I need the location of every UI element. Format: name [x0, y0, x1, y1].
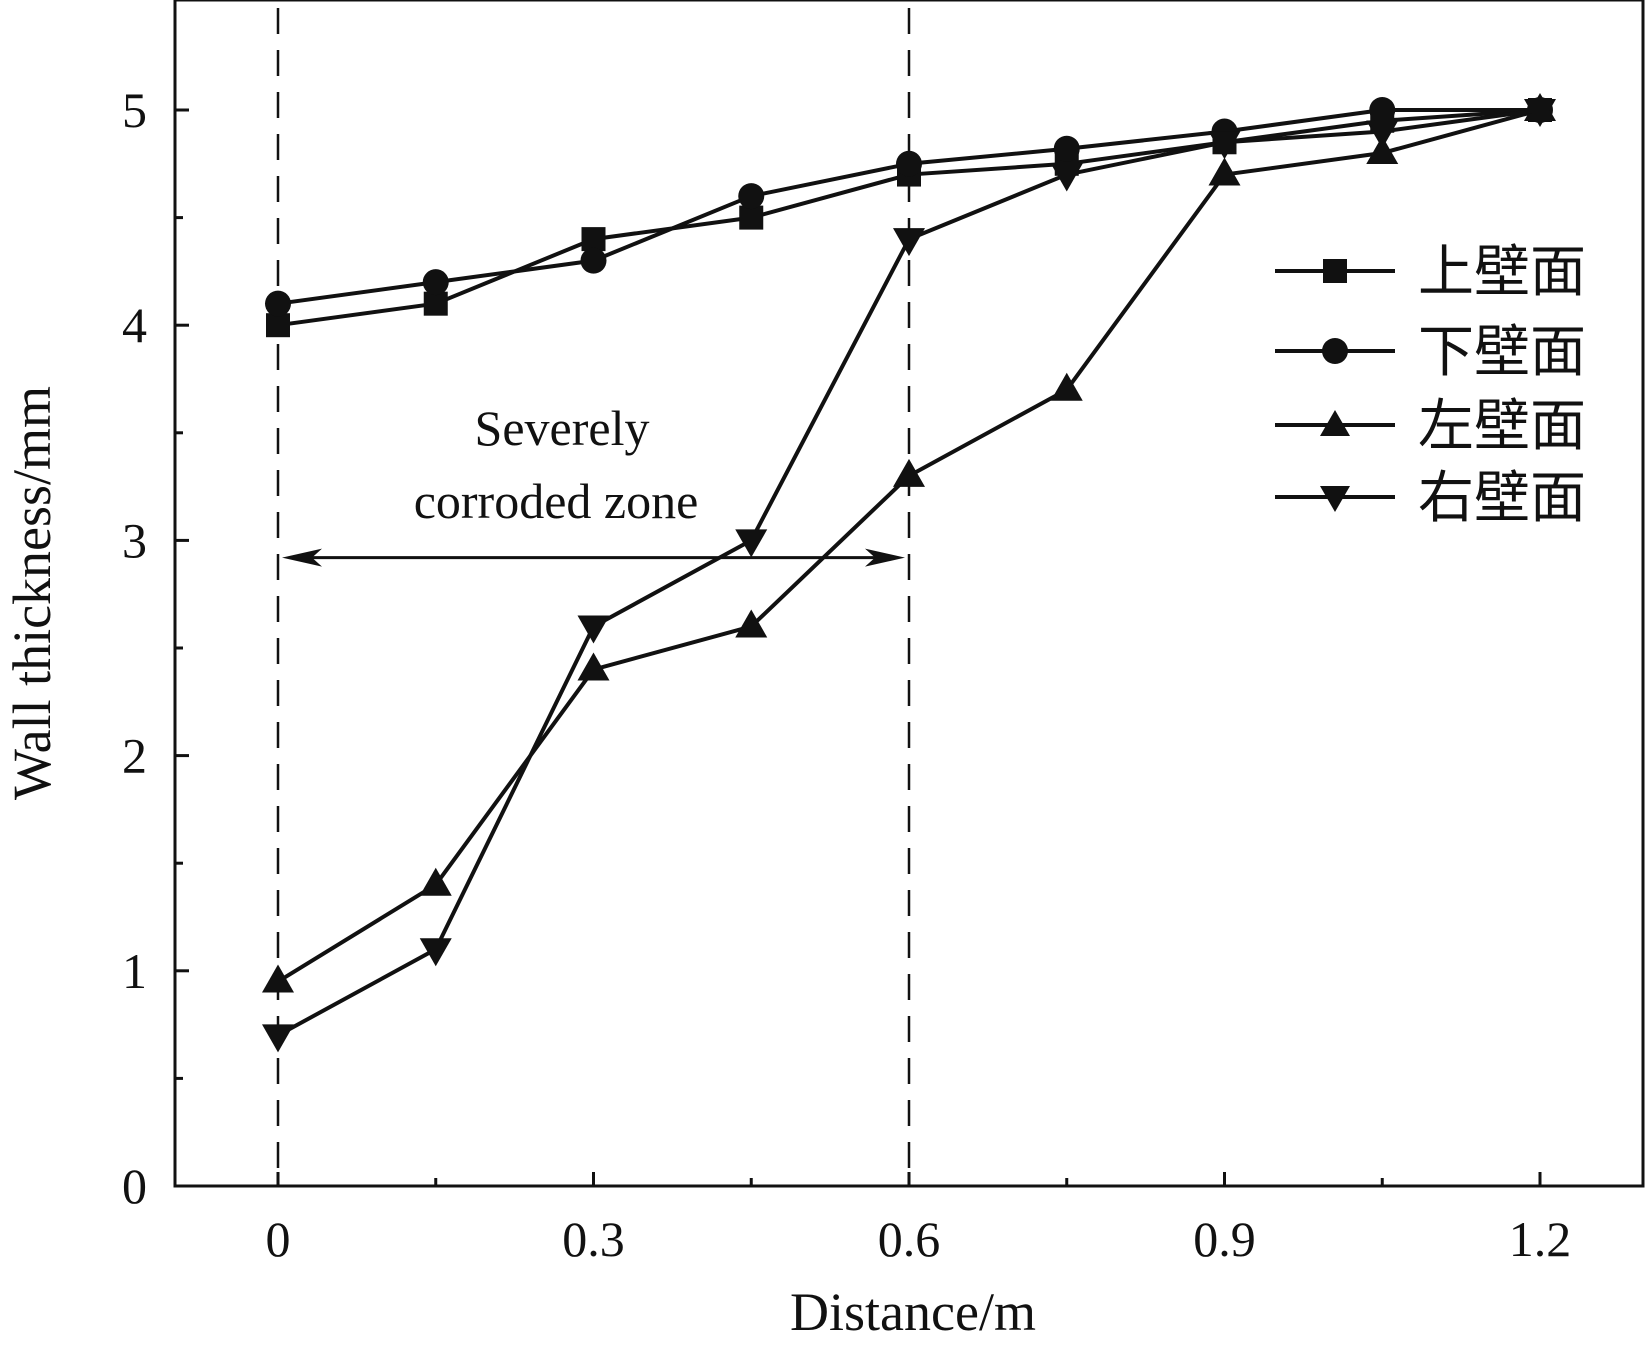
circle-data-point: [896, 150, 922, 177]
x-tick-label: 0.6: [878, 1211, 941, 1267]
series-4: [262, 99, 1556, 1053]
circle-data-point: [1369, 97, 1396, 123]
y-tick-label: 0: [122, 1158, 147, 1214]
square-marker-icon: [1323, 259, 1347, 283]
triangle-up-data-point: [419, 867, 452, 896]
triangle-down-data-point: [893, 228, 925, 257]
triangle-down-data-point: [1208, 131, 1241, 160]
triangle-up-marker-icon: [1320, 410, 1350, 436]
triangle-up-data-point: [893, 458, 925, 487]
circle-data-point: [580, 247, 607, 274]
y-tick-label: 5: [122, 82, 147, 138]
y-tick-label: 1: [122, 943, 147, 999]
series-3: [262, 93, 1556, 993]
triangle-up-data-point: [1366, 136, 1399, 165]
legend-label: 下壁面: [1418, 320, 1586, 385]
triangle-up-data-point: [262, 964, 294, 993]
triangle-down-data-point: [262, 1024, 294, 1053]
legend: 上壁面 下壁面 左壁面 右壁面: [1275, 240, 1586, 531]
x-tick-label: 0.9: [1193, 1211, 1256, 1267]
circle-data-point: [265, 290, 291, 317]
legend-item-lower-wall: 下壁面: [1275, 320, 1586, 385]
circle-data-point: [422, 269, 449, 296]
legend-item-upper-wall: 上壁面: [1275, 240, 1586, 305]
legend-label: 右壁面: [1418, 466, 1586, 531]
triangle-up-data-point: [1208, 157, 1241, 186]
square-data-point: [423, 291, 448, 316]
arrow-left-head: [282, 548, 322, 567]
arrow-right-head: [865, 548, 905, 567]
y-tick-label: 4: [122, 297, 147, 353]
triangle-down-data-point: [1050, 163, 1083, 192]
y-axis-ticks: 0 1 2 3 4 5: [122, 82, 189, 1214]
y-axis-title: Wall thickness/mm: [2, 386, 62, 800]
triangle-down-data-point: [577, 615, 610, 644]
severely-corroded-zone-annotation: Severely corroded zone: [282, 400, 905, 567]
y-tick-label: 3: [122, 512, 147, 568]
triangle-down-data-point: [735, 529, 768, 558]
circle-data-point: [1053, 135, 1080, 162]
y-tick-label: 2: [122, 728, 147, 784]
x-tick-label: 0: [266, 1211, 291, 1267]
triangle-down-marker-icon: [1320, 486, 1350, 512]
triangle-down-data-point: [419, 938, 452, 967]
triangle-up-data-point: [1050, 372, 1083, 401]
series-layer: [262, 93, 1556, 1053]
x-tick-label: 1.2: [1509, 1211, 1572, 1267]
legend-label: 左壁面: [1418, 394, 1586, 459]
triangle-up-data-point: [735, 609, 768, 638]
triangle-down-data-point: [1524, 99, 1556, 127]
x-axis-ticks: 0 0.3 0.6 0.9 1.2: [266, 1172, 1572, 1267]
x-tick-label: 0.3: [562, 1211, 625, 1267]
circle-marker-icon: [1322, 338, 1348, 364]
triangle-down-data-point: [1366, 120, 1399, 149]
x-axis-title: Distance/m: [790, 1282, 1036, 1342]
circle-data-point: [738, 183, 765, 210]
annotation-line-2: corroded zone: [414, 473, 699, 529]
square-data-point: [581, 227, 606, 252]
square-data-point: [739, 205, 764, 230]
triangle-up-data-point: [577, 652, 610, 681]
legend-item-left-wall: 左壁面: [1275, 394, 1586, 459]
legend-item-right-wall: 右壁面: [1275, 466, 1586, 531]
square-data-point: [266, 313, 290, 338]
legend-label: 上壁面: [1418, 240, 1586, 305]
annotation-line-1: Severely: [475, 400, 650, 456]
